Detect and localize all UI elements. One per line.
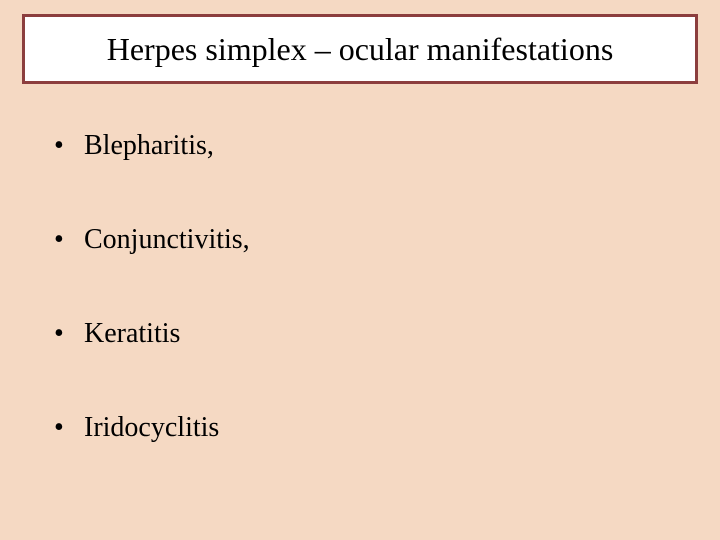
list-item: • Keratitis	[50, 318, 670, 350]
list-item: • Conjunctivitis,	[50, 224, 670, 256]
slide-title: Herpes simplex – ocular manifestations	[107, 31, 614, 68]
title-box: Herpes simplex – ocular manifestations	[22, 14, 698, 84]
bullet-list: • Blepharitis, • Conjunctivitis, • Kerat…	[50, 130, 670, 506]
list-item: • Iridocyclitis	[50, 412, 670, 444]
bullet-text: Blepharitis,	[84, 130, 670, 162]
bullet-text: Keratitis	[84, 318, 670, 350]
bullet-icon: •	[50, 130, 84, 162]
bullet-icon: •	[50, 224, 84, 256]
bullet-icon: •	[50, 318, 84, 350]
bullet-icon: •	[50, 412, 84, 444]
bullet-text: Iridocyclitis	[84, 412, 670, 444]
bullet-text: Conjunctivitis,	[84, 224, 670, 256]
list-item: • Blepharitis,	[50, 130, 670, 162]
